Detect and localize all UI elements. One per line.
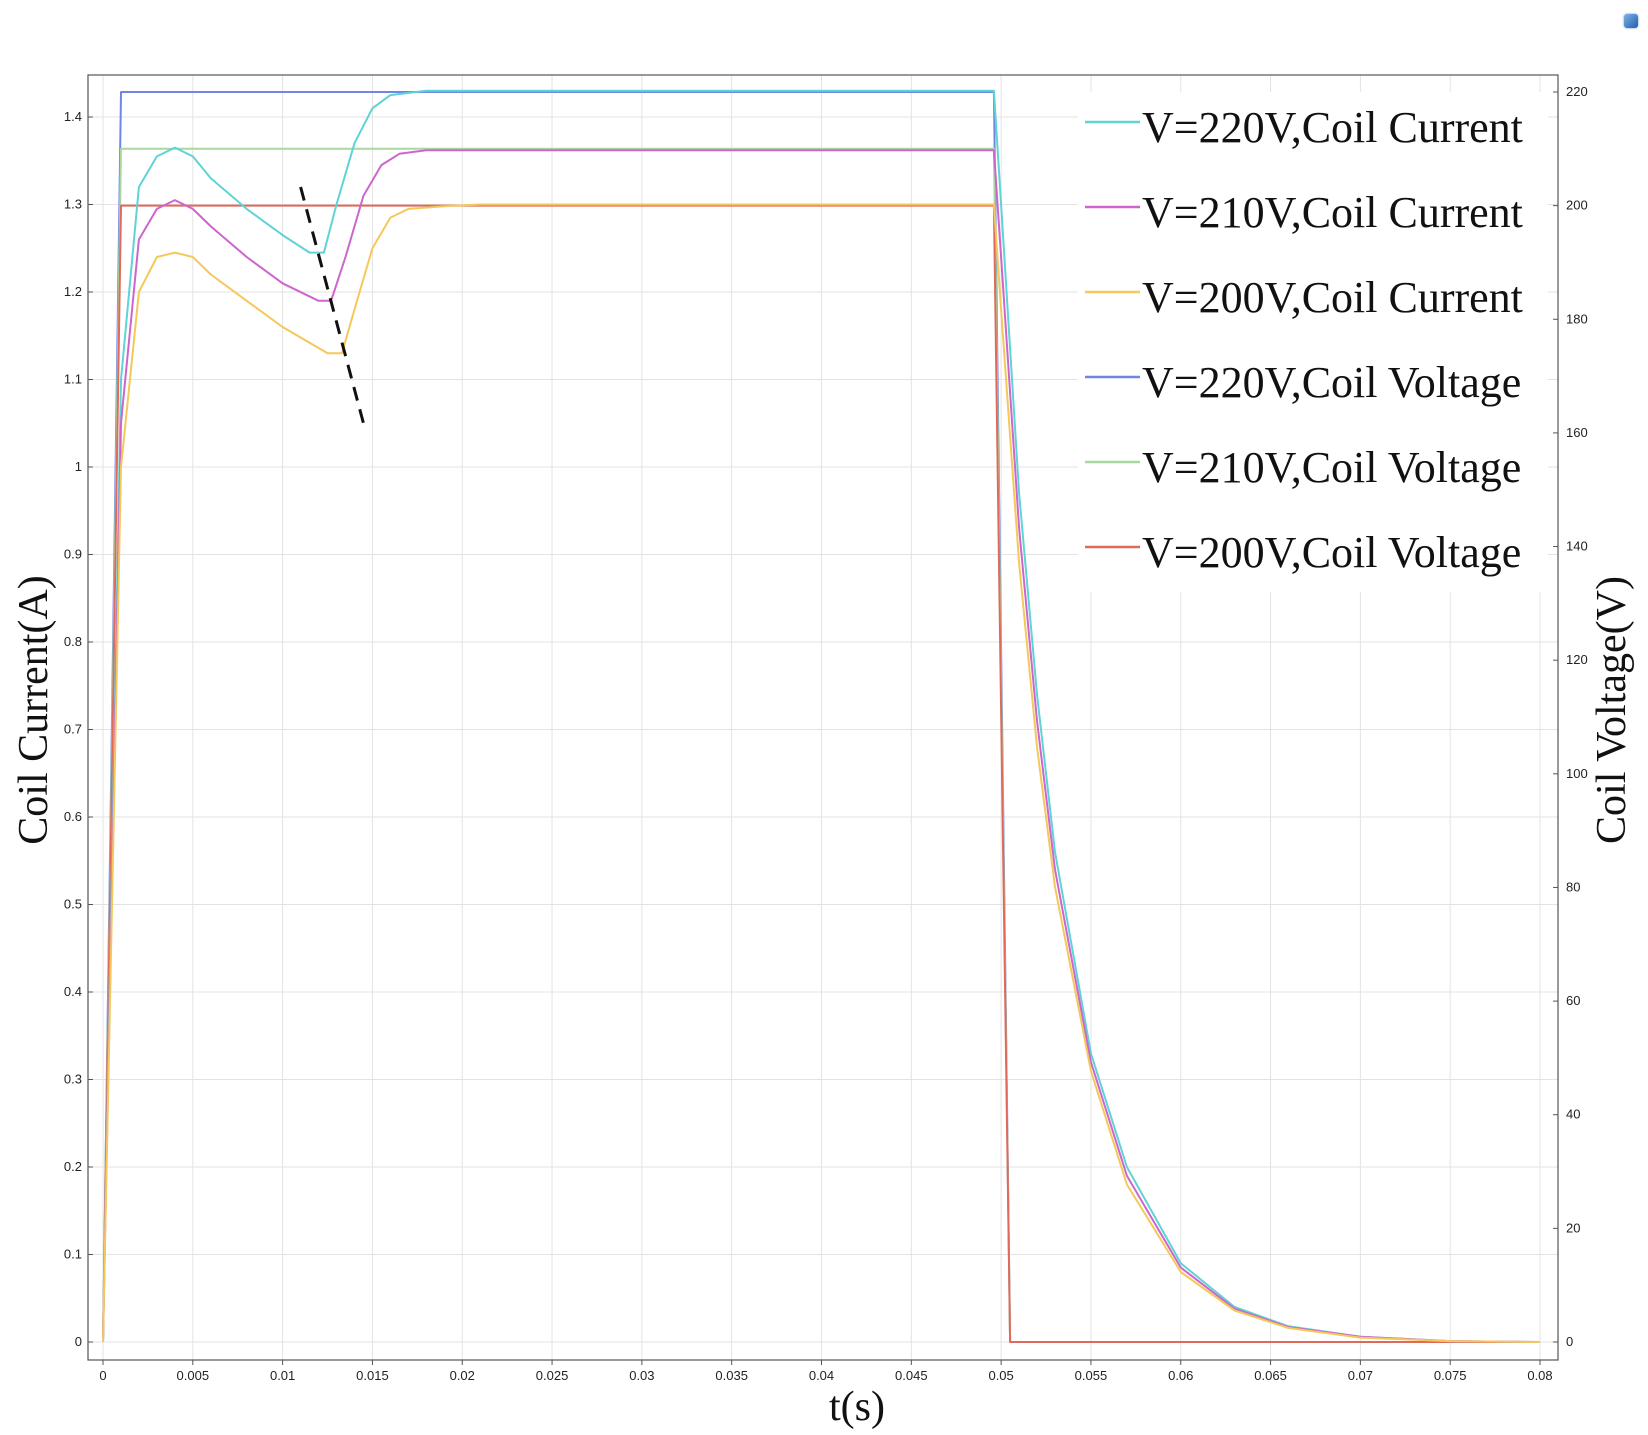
y-left-tick-label: 1.3 xyxy=(64,197,82,212)
x-tick-label: 0.06 xyxy=(1168,1368,1193,1383)
y-left-axis-ticks: 0 0.1 0.2 0.3 0.4 0.5 0.6 0.7 0.8 0.9 1 1.1 1.2 1.3 1.… xyxy=(64,109,93,1349)
x-tick-label: 0.02 xyxy=(450,1368,475,1383)
y-right-axis-title: Coil Voltage(V) xyxy=(1589,576,1635,844)
x-axis-title: t(s) xyxy=(829,1384,885,1430)
y-right-tick-label: 220 xyxy=(1566,84,1588,99)
x-tick-label: 0.015 xyxy=(356,1368,389,1383)
y-left-tick-label: 0.2 xyxy=(64,1159,82,1174)
y-left-tick-label: 0.9 xyxy=(64,547,82,562)
y-left-tick-label: 0.6 xyxy=(64,809,82,824)
y-right-tick-label: 160 xyxy=(1566,425,1588,440)
legend-background xyxy=(1078,92,1548,592)
y-right-axis-ticks: 0 20 40 60 80 100 120 140 160 180 200 220 xyxy=(1553,84,1588,1349)
y-right-tick-label: 180 xyxy=(1566,311,1588,326)
x-tick-label: 0.075 xyxy=(1434,1368,1467,1383)
series-group xyxy=(102,89,1541,1343)
x-tick-label: 0.04 xyxy=(809,1368,834,1383)
x-tick-label: 0.01 xyxy=(270,1368,295,1383)
x-tick-label: 0.055 xyxy=(1075,1368,1108,1383)
y-left-tick-label: 1 xyxy=(75,459,82,474)
window-icon xyxy=(1624,14,1638,28)
y-left-tick-label: 1.2 xyxy=(64,284,82,299)
series-line-v-220v-coil-current xyxy=(102,89,1541,1343)
legend-label: V=210V,Coil Current xyxy=(1142,188,1523,237)
x-tick-label: 0.05 xyxy=(988,1368,1013,1383)
y-left-tick-label: 0.5 xyxy=(64,897,82,912)
y-left-tick-label: 0 xyxy=(75,1334,82,1349)
legend-label: V=220V,Coil Voltage xyxy=(1142,358,1521,407)
x-axis-ticks: 0 0.005 0.01 0.015 0.02 0.025 0.03 0.035 0.04 0.0… xyxy=(99,1360,1553,1383)
x-tick-label: 0.065 xyxy=(1254,1368,1287,1383)
x-tick-label: 0.07 xyxy=(1348,1368,1373,1383)
x-tick-label: 0.035 xyxy=(715,1368,748,1383)
y-right-tick-label: 20 xyxy=(1566,1220,1580,1235)
legend-label: V=220V,Coil Current xyxy=(1142,103,1523,152)
x-tick-label: 0 xyxy=(99,1368,106,1383)
y-right-tick-label: 40 xyxy=(1566,1107,1580,1122)
y-left-tick-label: 0.4 xyxy=(64,984,82,999)
x-tick-label: 0.08 xyxy=(1527,1368,1552,1383)
y-right-tick-label: 60 xyxy=(1566,993,1580,1008)
y-right-tick-label: 120 xyxy=(1566,652,1588,667)
y-right-tick-label: 140 xyxy=(1566,539,1588,554)
y-left-tick-label: 0.8 xyxy=(64,634,82,649)
y-left-tick-label: 0.1 xyxy=(64,1247,82,1262)
x-tick-label: 0.03 xyxy=(629,1368,654,1383)
annotation-group xyxy=(299,186,365,424)
y-left-tick-label: 1.4 xyxy=(64,109,82,124)
plot-frame xyxy=(87,74,1559,1361)
legend: V=220V,Coil Current V=210V,Coil Current V=… xyxy=(1078,92,1548,592)
x-tick-label: 0.025 xyxy=(536,1368,569,1383)
series-line-v-210v-coil-current xyxy=(102,149,1541,1343)
legend-label: V=200V,Coil Voltage xyxy=(1142,528,1521,577)
x-tick-label: 0.005 xyxy=(177,1368,210,1383)
y-left-tick-label: 0.7 xyxy=(64,722,82,737)
y-left-tick-label: 0.3 xyxy=(64,1072,82,1087)
legend-label: V=200V,Coil Current xyxy=(1142,273,1523,322)
y-right-tick-label: 0 xyxy=(1566,1334,1573,1349)
series-line-v-200v-coil-current xyxy=(102,203,1541,1343)
y-right-tick-label: 100 xyxy=(1566,766,1588,781)
y-left-axis-title: Coil Current(A) xyxy=(11,575,57,844)
annotation-dashed-line xyxy=(299,186,365,424)
y-left-tick-label: 1.1 xyxy=(64,372,82,387)
legend-label: V=210V,Coil Voltage xyxy=(1142,443,1521,492)
y-right-tick-label: 200 xyxy=(1566,198,1588,213)
y-right-tick-label: 80 xyxy=(1566,879,1580,894)
x-tick-label: 0.045 xyxy=(895,1368,928,1383)
